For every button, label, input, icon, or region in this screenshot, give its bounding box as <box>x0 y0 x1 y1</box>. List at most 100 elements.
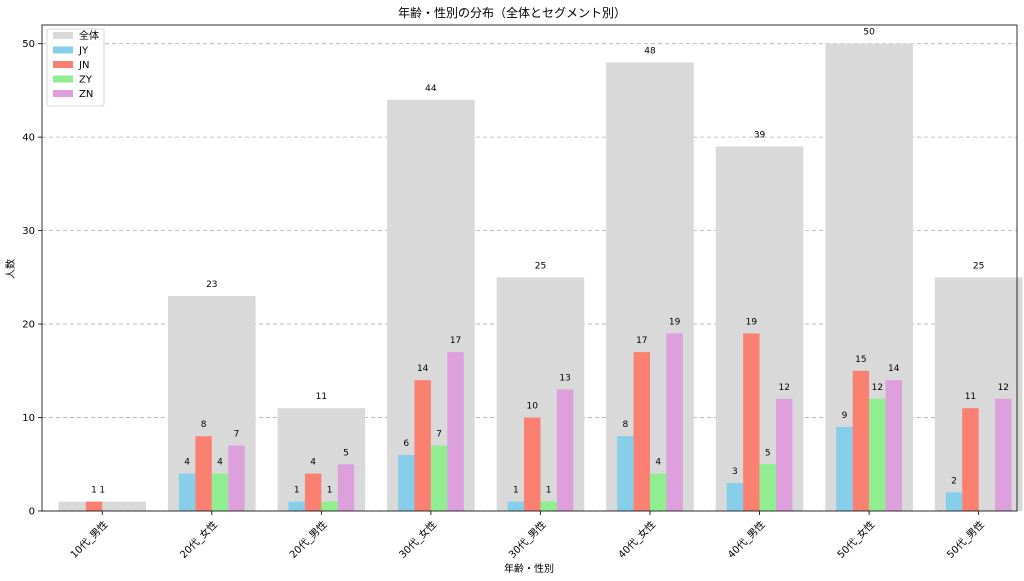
segment-bar-label: 6 <box>403 439 409 449</box>
overall-bar-label: 11 <box>316 392 327 402</box>
segment-bar-jn <box>304 473 322 511</box>
y-tick-label: 0 <box>29 507 35 518</box>
legend: 全体 JY JN ZY ZN <box>46 28 105 107</box>
x-tick-label: 10代_男性 <box>67 518 110 561</box>
legend-entry: JY <box>78 46 89 57</box>
segment-bar-jn <box>743 333 760 511</box>
segment-bar-zy <box>869 398 886 511</box>
segment-bar-zn <box>556 389 574 511</box>
overall-bar-label: 48 <box>644 46 656 56</box>
segment-bar-zy <box>430 445 448 511</box>
segment-bar-label: 8 <box>622 420 628 430</box>
segment-bar-label: 1 <box>294 486 300 496</box>
overall-bar-label: 39 <box>754 131 766 141</box>
segment-bar-jy <box>617 436 634 511</box>
legend-swatch <box>53 75 73 83</box>
segment-bar-label: 1 <box>546 486 552 496</box>
overall-bar-label: 50 <box>863 28 875 38</box>
x-axis-label: 年齢・性別 <box>504 562 554 575</box>
segment-bar-zn <box>885 380 902 511</box>
x-tick-label: 30代_男性 <box>506 518 549 561</box>
segment-bar-label: 4 <box>184 458 190 468</box>
legend-swatch <box>53 32 73 39</box>
segment-bar-jn <box>852 370 870 511</box>
segment-bar-label: 4 <box>217 458 223 468</box>
legend-swatch <box>53 61 73 68</box>
overall-bar-label: 25 <box>535 261 546 271</box>
y-tick-label: 40 <box>22 133 35 144</box>
segment-bar-jn <box>524 417 541 511</box>
segment-bar-label: 1 <box>513 486 519 496</box>
overall-bar-label: 25 <box>973 261 984 271</box>
legend-entry: ZY <box>79 75 93 86</box>
legend-swatch <box>53 46 73 54</box>
x-tick-label: 20代_男性 <box>287 518 330 561</box>
segment-bar-label: 10 <box>527 402 539 412</box>
y-tick-label: 10 <box>22 413 35 424</box>
segment-bar-label: 12 <box>872 383 883 393</box>
chart-title: 年齢・性別の分布（全体とセグメント別） <box>398 5 626 20</box>
segment-bar-label: 1 <box>91 486 97 496</box>
segment-bar-zn <box>228 445 245 511</box>
segment-bar-zn <box>775 398 793 511</box>
segment-bar-label: 19 <box>746 317 758 327</box>
overall-bar-label: 23 <box>206 280 217 290</box>
segment-bar-label: 2 <box>951 476 957 486</box>
segment-bar-label: 17 <box>636 336 647 346</box>
segment-bar-label: 17 <box>450 336 461 346</box>
y-tick-label: 50 <box>22 39 35 50</box>
segment-bar-label: 7 <box>436 430 442 440</box>
legend-entry: JN <box>78 60 89 71</box>
segment-bar-zn <box>995 398 1012 511</box>
segment-bar-label: 13 <box>559 374 570 384</box>
segment-bar-jy <box>507 501 525 511</box>
segment-bar-label: 12 <box>778 383 789 393</box>
segment-bar-jn <box>195 436 212 511</box>
segment-bar-zy <box>211 473 229 511</box>
segment-bar-label: 14 <box>417 364 429 374</box>
segment-bar-label: 3 <box>732 467 738 477</box>
segment-bar-jy <box>945 492 963 511</box>
x-tick-label: 50代_男性 <box>944 518 987 561</box>
segment-bar-jy <box>178 473 196 511</box>
segment-bar-jn <box>962 408 979 511</box>
segment-bar-jn <box>633 352 651 511</box>
x-tick-label: 40代_女性 <box>615 518 658 561</box>
segment-bar-label: 4 <box>310 458 316 468</box>
segment-bar-zy <box>759 464 776 511</box>
legend-swatch <box>53 90 73 97</box>
y-axis-label: 人数 <box>4 259 17 279</box>
y-tick-label: 30 <box>22 226 35 237</box>
segment-bar-zn <box>666 333 683 511</box>
segment-bar-label: 5 <box>765 448 771 458</box>
segment-bar-jn <box>414 380 431 511</box>
x-tick-label: 30代_女性 <box>396 518 439 561</box>
segment-bar-jy <box>398 454 415 511</box>
segment-bar-label: 15 <box>855 355 866 365</box>
overall-bar-label: 44 <box>425 84 437 94</box>
plot-frame <box>41 24 1018 512</box>
segment-bar-label: 1 <box>327 486 333 496</box>
segment-bar-zy <box>540 501 557 511</box>
segment-bar-label: 8 <box>201 420 207 430</box>
segment-bar-label: 9 <box>842 411 848 421</box>
segment-bar-zy <box>650 473 667 511</box>
segment-bar-label: 12 <box>998 383 1009 393</box>
x-tick-label: 20代_女性 <box>177 518 220 561</box>
segment-bar-zy <box>321 501 338 511</box>
segment-bar-jy <box>726 482 744 511</box>
segment-bar-jy <box>288 501 305 511</box>
segment-bar-label: 14 <box>888 364 900 374</box>
x-tick-label: 40代_男性 <box>725 518 768 561</box>
segment-bar-label: 19 <box>669 317 681 327</box>
bars: 1231144254839502541618392184141017191511… <box>58 28 1023 512</box>
segment-bar-zn <box>447 352 464 511</box>
segment-bar-jy <box>836 426 853 511</box>
segment-bar-label: 7 <box>234 430 240 440</box>
x-tick-label: 50代_女性 <box>834 518 877 561</box>
overall-bar-label: 1 <box>99 486 105 496</box>
segment-bar-label: 5 <box>343 448 349 458</box>
segment-bar-zn <box>337 464 355 511</box>
y-tick-label: 20 <box>22 320 35 331</box>
